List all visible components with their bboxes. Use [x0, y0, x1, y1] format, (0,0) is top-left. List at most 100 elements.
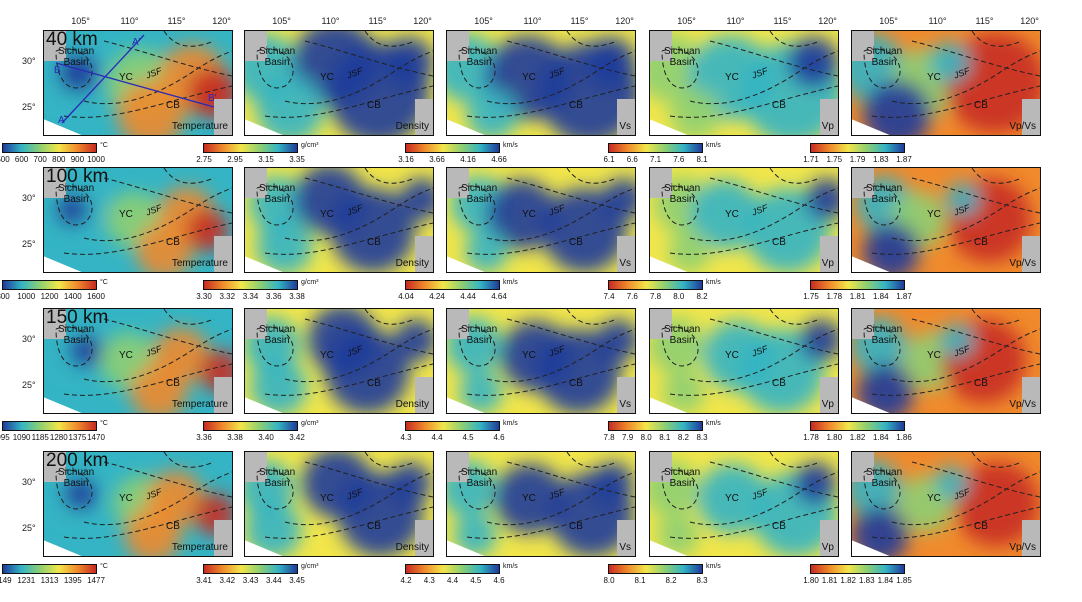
latitude-label: 25° — [22, 523, 36, 533]
block-boundary — [669, 85, 838, 118]
colorbar-tick: 1.82 — [849, 433, 866, 442]
panel-title: Density — [395, 121, 429, 132]
region-label-cb: CB — [974, 237, 988, 248]
block-boundary — [55, 48, 93, 89]
terrain-shade — [617, 236, 635, 272]
colorbar-tick: 3.42 — [219, 576, 236, 585]
terrain-shade — [447, 452, 469, 482]
colorbar-tick: 1.78 — [803, 433, 819, 442]
colorbar-tick: 4.4 — [446, 576, 459, 585]
colorbar-vs — [405, 421, 500, 431]
colorbar-tick: 3.36 — [196, 433, 212, 442]
region-label-yc: YC — [522, 209, 536, 220]
latitude-label: 25° — [22, 102, 36, 112]
field-anomalies — [650, 460, 838, 556]
colorbar-tick: 1200 — [40, 292, 59, 301]
longitude-label: 105° — [474, 16, 493, 26]
longitude-label: 120° — [212, 16, 231, 26]
colorbar-tick: 1.84 — [872, 292, 889, 301]
colorbar-tick: 4.04 — [398, 292, 414, 301]
colorbar-tick: 8.1 — [634, 576, 646, 585]
colorbar-tick: 1.82 — [840, 576, 856, 585]
region-label-yc: YC — [119, 350, 133, 361]
colorbar-unit: °C — [100, 142, 108, 149]
colorbar-tick: 3.36 — [265, 292, 282, 301]
longitude-label: 115° — [570, 16, 589, 26]
map-field — [447, 309, 635, 413]
colorbar-tick: 8.3 — [696, 433, 708, 442]
colorbar-tick: 1.85 — [896, 576, 912, 585]
colorbar-tick: 3.66 — [429, 155, 445, 164]
block-boundary — [661, 326, 699, 367]
terrain-shade — [1022, 520, 1040, 556]
block-boundary — [566, 168, 618, 184]
anomaly-blob — [389, 462, 432, 505]
longitude-label: 120° — [1020, 16, 1039, 26]
block-boundary — [506, 318, 635, 355]
outside-region — [44, 256, 82, 272]
colorbar-vpvs — [810, 280, 905, 290]
longitude-label: 110° — [321, 16, 340, 26]
terrain-shade — [650, 309, 672, 339]
block-boundary — [83, 328, 232, 383]
field-anomalies — [450, 176, 635, 272]
region-label-cb: CB — [974, 521, 988, 532]
colorbar-tick: 7.6 — [626, 292, 638, 301]
region-label-yc: YC — [522, 72, 536, 83]
region-label-cb: CB — [166, 378, 180, 389]
panel-title: Temperature — [171, 258, 228, 269]
region-label-yc: YC — [320, 350, 334, 361]
block-boundary — [971, 168, 1023, 184]
field-anomalies — [852, 317, 1026, 413]
block-boundary — [661, 48, 699, 89]
colorbar-tick: 1000 — [87, 155, 105, 164]
panel-title: Vp — [821, 258, 834, 269]
map-field — [852, 309, 1040, 413]
terrain-shade — [415, 99, 433, 135]
colorbar-density — [203, 564, 298, 574]
colorbar-tick: 1313 — [40, 576, 59, 585]
region-label-sichuan-basin: Sichuan Basin — [866, 467, 903, 489]
colorbar-tick: 3.43 — [242, 576, 259, 585]
block-boundary — [63, 506, 232, 539]
colorbar-temperature — [2, 280, 97, 290]
map-panel-density: Sichuan Basin YC CB JSF Density — [244, 308, 434, 414]
colorbar-tick: 1000 — [17, 292, 36, 301]
region-label-cb: CB — [166, 237, 180, 248]
region-label-sichuan-basin: Sichuan Basin — [259, 467, 296, 489]
block-boundary — [256, 185, 294, 226]
terrain-shade — [617, 99, 635, 135]
colorbar-tick: 1149 — [0, 576, 12, 585]
block-boundary — [871, 506, 1040, 539]
colorbar-tick: 3.41 — [196, 576, 212, 585]
colorbar-unit: km/s — [503, 142, 518, 149]
anomaly-blob — [805, 178, 838, 221]
region-label-cb: CB — [569, 237, 583, 248]
block-boundary — [466, 363, 635, 396]
panel-title: Vp/Vs — [1009, 542, 1036, 553]
region-label-yc: YC — [119, 209, 133, 220]
latitude-label: 30° — [22, 193, 36, 203]
map-panel-density: Sichuan Basin YC CB JSF Density — [244, 30, 434, 136]
map-field — [650, 452, 838, 556]
latitude-label: 30° — [22, 56, 36, 66]
map-field — [44, 452, 232, 556]
anomaly-blob — [794, 462, 837, 505]
map-panel-density: Sichuan Basin YC CB JSF Density — [244, 167, 434, 273]
latitude-label: 25° — [22, 239, 36, 249]
map-panel-vpvs: Sichuan Basin YC CB JSF Vp/Vs — [851, 308, 1041, 414]
block-boundary — [891, 50, 1040, 105]
block-boundary — [871, 363, 1040, 396]
colorbar-tick: 1.75 — [803, 292, 819, 301]
anomaly-blob — [124, 507, 182, 556]
colorbar-tick: 3.44 — [265, 576, 282, 585]
colorbar-tick: 1.80 — [826, 433, 843, 442]
anomaly-blob — [662, 371, 705, 413]
colorbar-tick: 3.38 — [227, 433, 243, 442]
block-boundary — [689, 471, 838, 526]
longitude-label: 115° — [167, 16, 186, 26]
map-field — [245, 309, 433, 413]
block-boundary — [264, 363, 433, 396]
colorbar-tick: 500 — [0, 155, 10, 164]
colorbar-density — [203, 421, 298, 431]
